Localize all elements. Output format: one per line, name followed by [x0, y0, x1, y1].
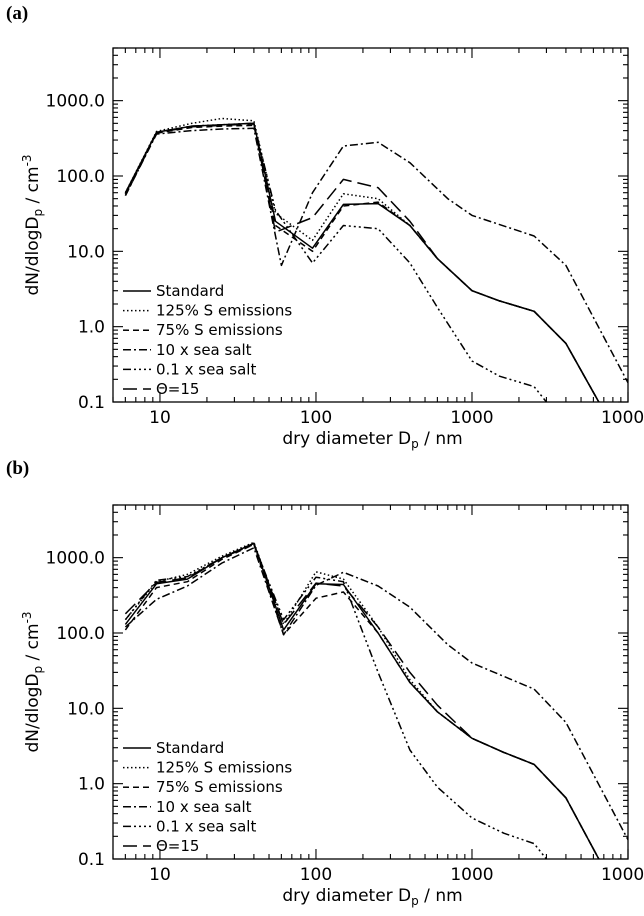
legend-label: 10 x sea salt: [156, 341, 252, 359]
axis-ticks: [112, 504, 629, 860]
x-tick-label: 100: [300, 408, 332, 428]
legend-item: 125% S emissions: [123, 759, 292, 777]
legend-label: Standard: [156, 282, 224, 300]
y-axis-title: dN/dlogDp / cm-3: [20, 154, 45, 295]
series-line-6: [124, 123, 600, 402]
x-tick-label: 100: [300, 865, 332, 885]
legend-item: 10 x sea salt: [123, 341, 252, 359]
x-tick-label: 1000: [450, 408, 493, 428]
series-line-6: [124, 542, 600, 859]
legend-label: Θ=15: [156, 380, 199, 398]
y-axis-title: dN/dlogDp / cm-3: [20, 611, 45, 752]
y-tick-label: 100.0: [56, 167, 105, 187]
legend-item: 75% S emissions: [123, 778, 283, 796]
axis-ticks: [112, 47, 629, 403]
series-line-2: [124, 541, 600, 859]
legend-item: 75% S emissions: [123, 321, 283, 339]
y-tick-label: 1000.0: [46, 549, 105, 569]
legend-label: 0.1 x sea salt: [156, 360, 256, 378]
panel-label: (a): [6, 3, 28, 24]
x-axis-title: dry diameter Dp / nm: [282, 886, 462, 908]
legend-item: 0.1 x sea salt: [123, 360, 256, 378]
legend-label: 75% S emissions: [156, 778, 283, 796]
panel-label: (b): [6, 458, 29, 479]
x-tick-label: 1000: [450, 865, 493, 885]
plot-frame: [112, 504, 629, 860]
legend-item: Standard: [123, 739, 224, 757]
x-tick-label: 10: [149, 408, 171, 428]
legend-item: 10 x sea salt: [123, 798, 252, 816]
legend-label: Θ=15: [156, 837, 199, 855]
legend-label: 125% S emissions: [156, 759, 292, 777]
legend-label: 10 x sea salt: [156, 798, 252, 816]
series-line-3: [124, 543, 600, 859]
legend-item: 0.1 x sea salt: [123, 817, 256, 835]
y-tick-label: 0.1: [78, 393, 105, 413]
series-lines: [124, 117, 628, 402]
y-tick-label: 0.1: [78, 850, 105, 870]
legend-label: 75% S emissions: [156, 321, 283, 339]
y-tick-label: 100.0: [56, 624, 105, 644]
y-tick-label: 1000.0: [46, 92, 105, 112]
legend-label: 0.1 x sea salt: [156, 817, 256, 835]
legend-item: Θ=15: [123, 837, 199, 855]
x-axis-title: dry diameter Dp / nm: [282, 429, 462, 451]
legend-item: Standard: [123, 282, 224, 300]
y-tick-label: 10.0: [67, 242, 105, 262]
plot-frame: [112, 47, 629, 403]
series-line-4: [124, 127, 628, 384]
series-line-2: [124, 117, 600, 402]
y-tick-label: 10.0: [67, 699, 105, 719]
legend-label: 125% S emissions: [156, 302, 292, 320]
series-line-5: [124, 122, 547, 402]
legend-item: 125% S emissions: [123, 302, 292, 320]
y-tick-label: 1.0: [78, 318, 105, 338]
legend-label: Standard: [156, 739, 224, 757]
y-tick-label: 1.0: [78, 775, 105, 795]
series-lines: [124, 541, 628, 859]
legend-item: Θ=15: [123, 380, 199, 398]
x-tick-label: 10: [149, 865, 171, 885]
